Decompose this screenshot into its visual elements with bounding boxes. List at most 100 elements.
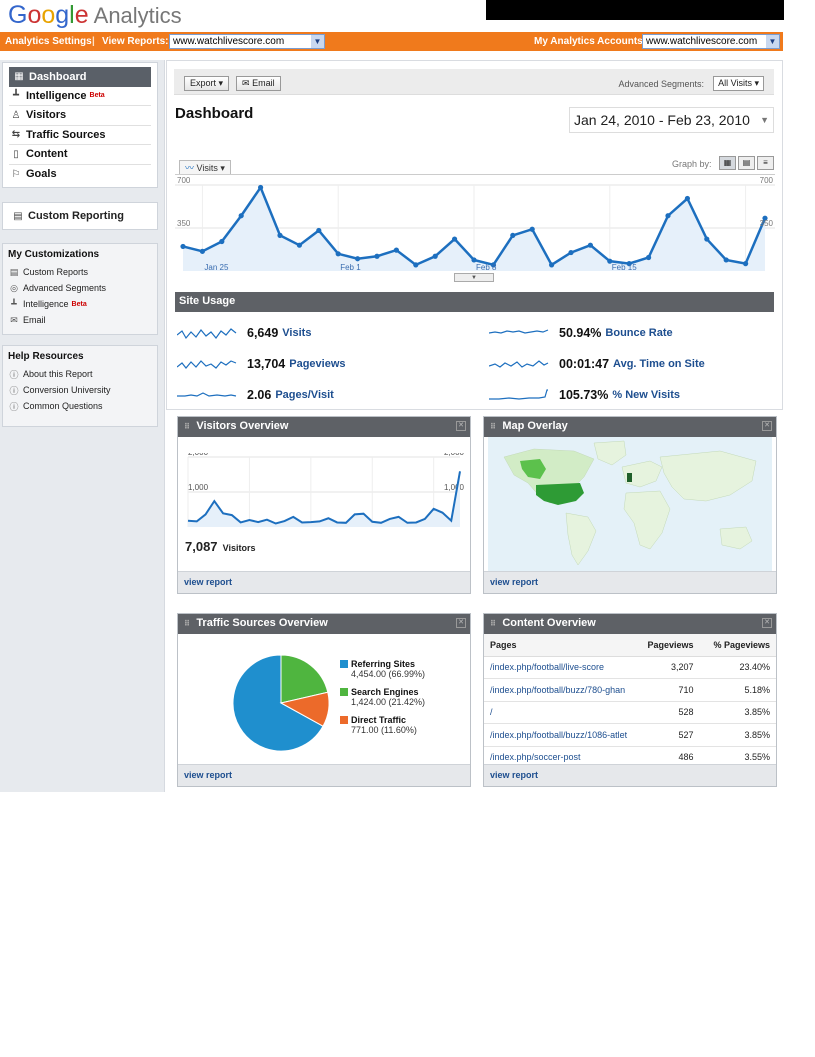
visits-point [684,195,690,202]
graph-by-week-icon[interactable]: ▤ [738,156,755,170]
view-report-link[interactable]: view report [178,571,470,593]
common-questions-link[interactable]: ⓘ Common Questions [8,398,152,414]
metric-value: 13,704 [247,357,286,371]
page-link[interactable]: /index.php/football/buzz/780-ghan [484,678,635,702]
email-link[interactable]: ✉ Email [8,312,152,328]
x-tick-label: Feb 8 [476,263,497,272]
visitors-total-label: Visitors [222,543,256,553]
view-reports-select[interactable]: www.watchlivescore.com ▼ [169,34,325,49]
google-analytics-logo[interactable]: Google Analytics [8,0,182,32]
view-report-link[interactable]: view report [178,764,470,786]
chart-resize-handle[interactable]: ▼ [454,273,494,282]
visits-point [199,248,205,254]
sidebar-item-intelligence[interactable]: ┻ Intelligence Beta [9,87,151,106]
export-button[interactable]: Export ▾ [184,76,230,91]
table-row: /index.php/football/buzz/780-ghan 710 5.… [484,678,776,702]
custom-reporting-label: Custom Reporting [28,210,124,222]
map-south-america [565,512,597,566]
about-report-link[interactable]: ⓘ About this Report [8,366,152,382]
sidebar-item-content[interactable]: ▯ Content [9,145,151,165]
custom-reports-link[interactable]: ▤ Custom Reports [8,264,152,280]
metric-value: 00:01:47 [559,357,610,371]
close-icon[interactable]: ✕ [456,421,466,431]
page-link[interactable]: / [484,701,635,724]
widget-header: ⠿ Content Overview ✕ [484,614,776,634]
advanced-segments-link[interactable]: ◎ Advanced Segments [8,280,152,296]
metric-bounce-rate[interactable]: 50.94% Bounce Rate [489,323,673,343]
sidebar-item-traffic-sources[interactable]: ⇆ Traffic Sources [9,126,151,145]
visitors-area [188,471,460,527]
metric-pageviews[interactable]: 13,704 Pageviews [177,354,346,374]
advanced-segments-select[interactable]: All Visits ▾ [713,76,764,91]
metric-avg-time[interactable]: 00:01:47 Avg. Time on Site [489,354,705,374]
date-range-picker[interactable]: Jan 24, 2010 - Feb 23, 2010 ▼ [569,107,774,133]
metric-pages-visit[interactable]: 2.06 Pages/Visit [177,385,334,405]
content-overview-widget: ⠿ Content Overview ✕ Pages Pageviews % P… [483,613,777,787]
map-uk [627,473,632,482]
close-icon[interactable]: ✕ [456,618,466,628]
x-tick-label: Feb 1 [340,263,361,272]
conversion-university-link[interactable]: ⓘ Conversion University [8,382,152,398]
email-button[interactable]: ✉ Email [236,76,281,91]
visits-point [549,262,555,268]
grid-icon: ▦ [14,71,24,83]
redacted-bar [486,0,784,20]
column-header-pages[interactable]: Pages [484,634,635,657]
drag-handle-icon[interactable]: ⠿ [184,619,191,628]
visitors-overview-widget: ⠿ Visitors Overview ✕ 2,000 2,000 1,000 1,0… [177,416,471,594]
legend-search-engines: Search Engines 1,424.00 (21.42%) [340,687,425,707]
page-link[interactable]: /index.php/football/buzz/1086-atlet [484,723,635,747]
metric-label: Avg. Time on Site [613,358,705,370]
visits-point [296,242,302,248]
visits-point [665,213,671,219]
line-chart-icon: 〰 [185,163,195,173]
pie-slice-search-engines [280,654,329,704]
visits-point [762,215,768,221]
graph-by-day-icon[interactable]: ▦ [719,156,736,170]
map-greenland [593,440,627,466]
sidebar-item-goals[interactable]: ⚐ Goals [9,165,151,185]
custom-reporting-button[interactable]: ▤ Custom Reporting [2,202,158,230]
table-row: / 528 3.85% [484,701,776,724]
column-header-pct-pageviews[interactable]: % Pageviews [699,634,776,657]
visits-point [219,238,225,245]
analytics-settings-link[interactable]: Analytics Settings [5,36,92,47]
drag-handle-icon[interactable]: ⠿ [490,619,497,628]
close-icon[interactable]: ✕ [762,421,772,431]
graph-by-month-icon[interactable]: ≡ [757,156,774,170]
sidebar-item-dashboard[interactable]: ▦ Dashboard [9,67,151,87]
visitors-chart: 2,000 2,000 1,000 1,000 [187,453,465,527]
visits-point [587,242,593,248]
metric-label: Visits [282,327,312,339]
sidebar-item-visitors[interactable]: ♙ Visitors [9,106,151,126]
view-report-link[interactable]: view report [484,764,776,786]
page-link[interactable]: /index.php/football/live-score [484,656,635,679]
link-label: Custom Reports [23,267,89,277]
metric-new-visits[interactable]: 105.73% % New Visits [489,385,680,405]
pct-pageviews-value: 23.40% [699,656,776,679]
advanced-segments-label: Advanced Segments: [618,79,704,89]
drag-handle-icon[interactable]: ⠿ [184,422,191,431]
y-tick-label-left: 2,000 [188,453,209,457]
view-report-link[interactable]: view report [484,571,776,593]
visits-point [413,262,419,268]
close-icon[interactable]: ✕ [762,618,772,628]
metric-visits[interactable]: 6,649 Visits [177,323,311,343]
logo-google: Google [8,1,89,29]
beta-badge: Beta [89,92,105,100]
person-icon: ♙ [11,109,21,121]
panel-title: My Customizations [8,249,100,260]
legend-name: Direct Traffic [351,715,407,725]
visits-point [704,236,710,242]
graph-metric-tab[interactable]: 〰 Visits ▾ [179,160,231,174]
column-header-pageviews[interactable]: Pageviews [634,634,700,657]
table-header-row: Pages Pageviews % Pageviews [484,634,776,657]
widget-header: ⠿ Visitors Overview ✕ [178,417,470,437]
metric-label: % New Visits [612,389,681,401]
intelligence-link[interactable]: ┻ Intelligence Beta [8,296,152,312]
world-map[interactable] [484,437,776,571]
sidebar-item-label: Content [26,148,68,161]
drag-handle-icon[interactable]: ⠿ [490,422,497,431]
accounts-select[interactable]: www.watchlivescore.com ▼ [642,34,780,49]
sparkline-icon [177,360,237,369]
